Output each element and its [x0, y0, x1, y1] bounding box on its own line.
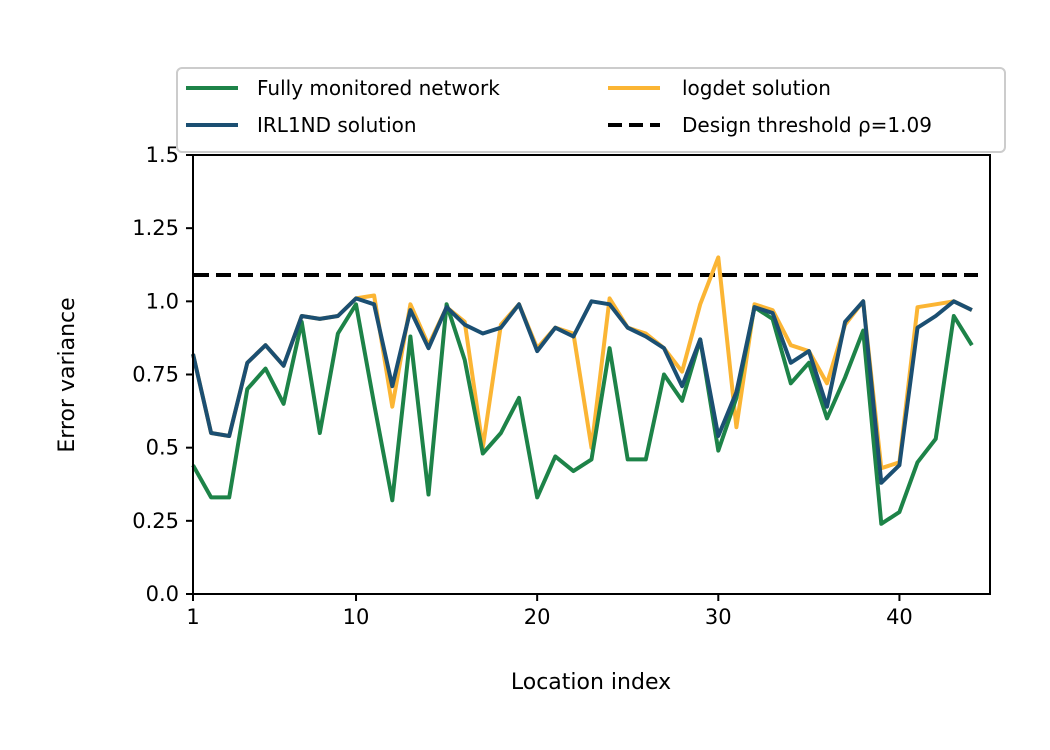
y-tick-label: 0.0 [146, 582, 179, 606]
x-axis-label: Location index [511, 670, 671, 695]
x-tick-label: 40 [886, 605, 913, 629]
series-line-fully-monitored-network [191, 302, 974, 526]
y-axis-label: Error variance [55, 297, 80, 452]
y-tick-label: 0.25 [132, 509, 179, 533]
legend-label: Design threshold ρ=1.09 [682, 113, 932, 137]
x-tick-label: 10 [343, 605, 370, 629]
x-axis: 1 10 20 30 40 [186, 594, 913, 629]
legend-box [176, 67, 1006, 153]
plot-area [191, 255, 978, 526]
x-tick-label: 20 [524, 605, 551, 629]
y-tick-label: 0.75 [132, 363, 179, 387]
legend: Fully monitored network IRL1ND solution lo… [176, 67, 1006, 153]
x-tick-label: 30 [705, 605, 732, 629]
y-axis: 0.0 0.25 0.5 0.75 1.0 1.25 1.5 [132, 143, 193, 606]
x-tick-label: 1 [186, 605, 199, 629]
legend-label: Fully monitored network [257, 76, 500, 100]
y-tick-label: 0.5 [146, 436, 179, 460]
y-tick-label: 1.0 [146, 289, 179, 313]
y-tick-label: 1.25 [132, 216, 179, 240]
series-line-irl1nd-solution [191, 296, 973, 485]
legend-label: logdet solution [682, 76, 831, 100]
legend-label: IRL1ND solution [257, 113, 417, 137]
y-tick-label: 1.5 [146, 143, 179, 167]
